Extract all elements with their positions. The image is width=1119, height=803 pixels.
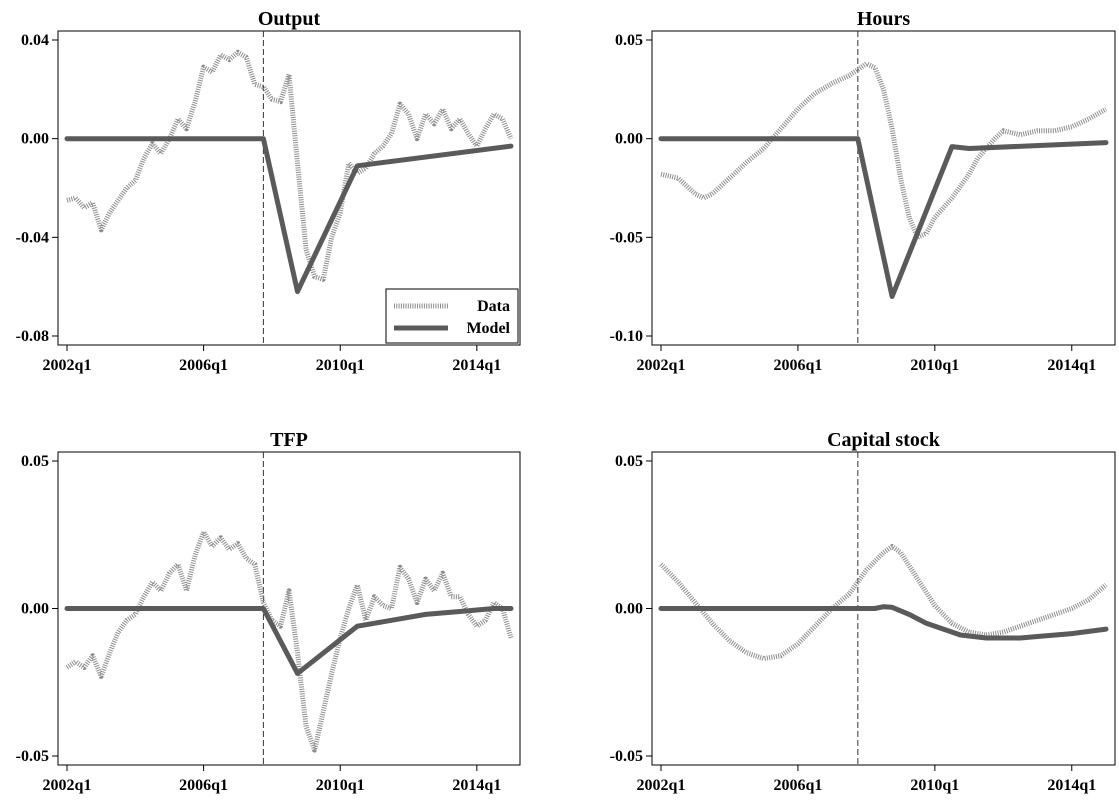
y-tick-label: 0.04 (21, 32, 49, 49)
series-data-line (65, 529, 514, 753)
y-tick-label: 0.00 (21, 131, 49, 148)
chart-title: Output (258, 8, 321, 30)
series-model-line (64, 606, 514, 676)
series-model-line (658, 604, 1109, 641)
chart-title: TFP (270, 429, 308, 451)
legend-label-model: Model (466, 320, 510, 337)
x-tick-label: 2010q1 (316, 357, 365, 374)
y-tick-label: 0.00 (615, 601, 643, 618)
series-data-line (66, 49, 514, 282)
x-tick-label: 2014q1 (452, 777, 501, 794)
series-model-line (658, 136, 1109, 299)
chart-panel-1: Hours 0.05 0.00 -0.05 -0.10 2002q1 2006q1 2010q… (610, 8, 1116, 374)
x-tick-label: 2014q1 (1047, 357, 1096, 374)
chart-title: Capital stock (827, 429, 941, 451)
plot-frame (651, 30, 1116, 346)
x-tick-label: 2006q1 (179, 357, 228, 374)
x-tick-label: 2002q1 (637, 777, 686, 794)
legend-box (385, 288, 519, 344)
y-tick-label: 0.05 (615, 453, 643, 470)
x-tick-label: 2014q1 (452, 357, 501, 374)
x-tick-label: 2010q1 (316, 777, 365, 794)
y-tick-label: 0.00 (615, 131, 643, 148)
x-tick-label: 2010q1 (910, 777, 959, 794)
plot-frame (57, 30, 521, 346)
x-tick-label: 2006q1 (773, 777, 822, 794)
legend: Data Model (385, 288, 519, 344)
x-tick-label: 2002q1 (43, 777, 92, 794)
y-tick-label: -0.10 (610, 328, 643, 345)
y-tick-label: 0.05 (21, 453, 49, 470)
series-data-line (660, 61, 1108, 240)
chart-panel-3: Capital stock 0.05 0.00 -0.05 2002q1 2006q1 20… (610, 429, 1116, 794)
y-tick-label: 0.05 (615, 32, 643, 49)
x-tick-label: 2002q1 (43, 357, 92, 374)
y-tick-label: -0.04 (16, 229, 49, 246)
y-tick-label: -0.08 (16, 328, 49, 345)
legend-label-data: Data (477, 298, 510, 315)
x-tick-label: 2014q1 (1047, 777, 1096, 794)
x-tick-label: 2010q1 (910, 357, 959, 374)
x-tick-label: 2006q1 (179, 777, 228, 794)
chart-panel-2: TFP 0.05 0.00 -0.05 2002q1 2006q1 2010q1 2014q1 (16, 429, 521, 794)
series-model-line (64, 136, 514, 295)
x-tick-label: 2006q1 (773, 357, 822, 374)
y-tick-label: -0.05 (610, 748, 643, 765)
x-tick-label: 2002q1 (637, 357, 686, 374)
y-tick-label: -0.05 (610, 229, 643, 246)
series-data-line (659, 544, 1108, 662)
y-tick-label: -0.05 (16, 748, 49, 765)
chart-panel-0: Output 0.04 0.00 -0.04 -0.08 2002q1 2006q1 2010… (16, 8, 521, 374)
y-tick-label: 0.00 (21, 601, 49, 618)
chart-title: Hours (857, 8, 911, 30)
